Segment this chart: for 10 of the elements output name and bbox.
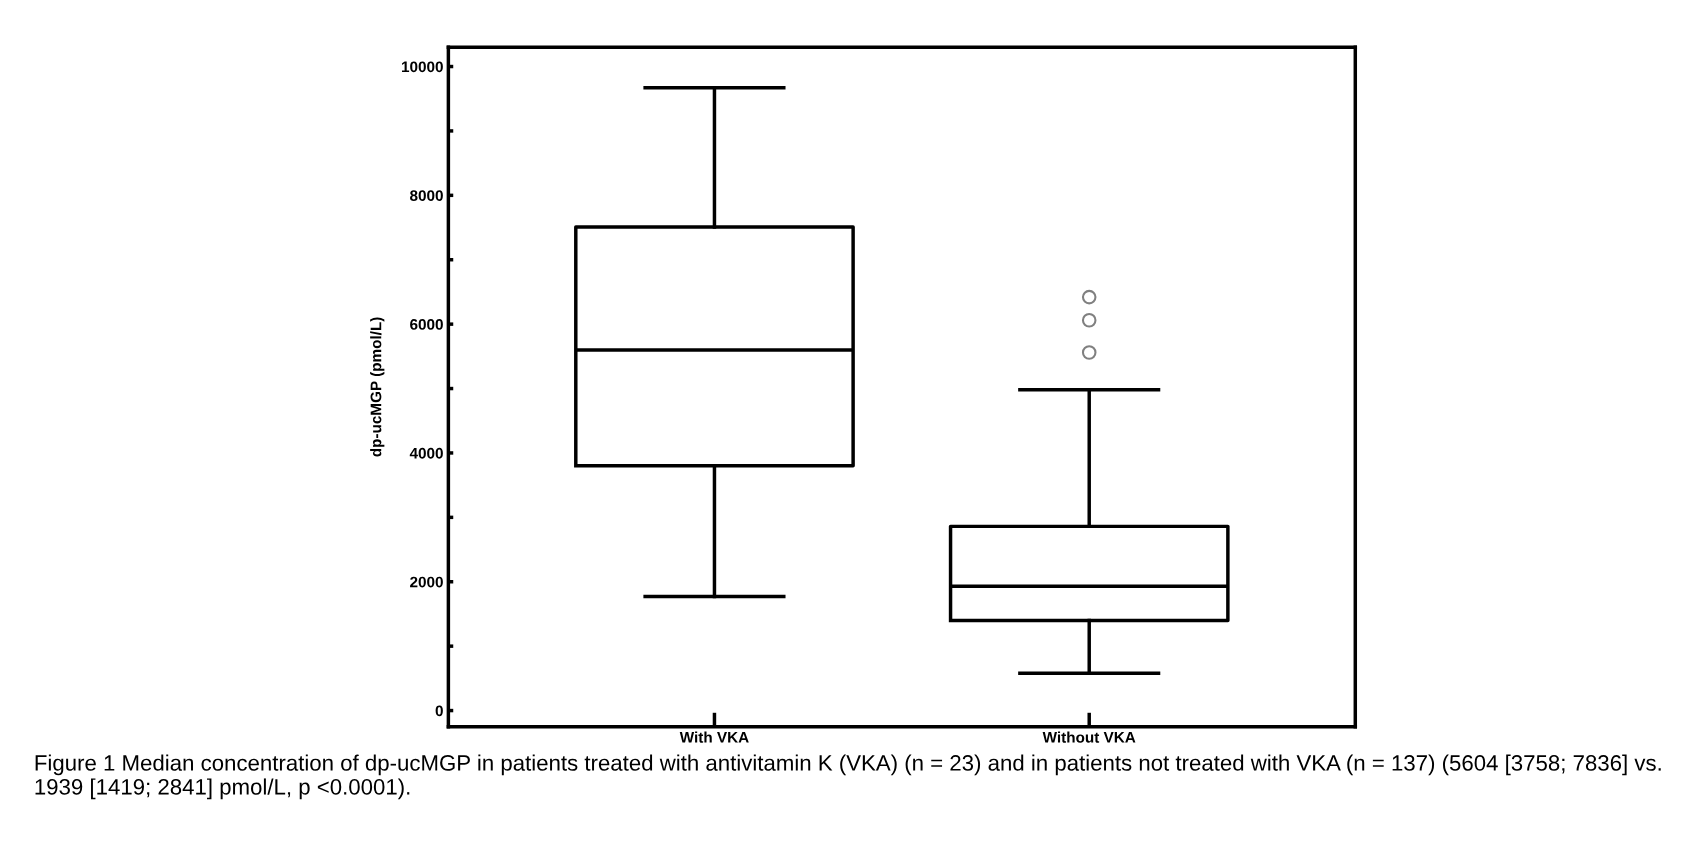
x-tick-label: With VKA <box>679 731 749 743</box>
y-axis-title: dp-ucMGP (pmol/L) <box>370 317 385 457</box>
y-tick-label: 2000 <box>410 576 443 588</box>
x-tick-label: Without VKA <box>1042 731 1136 743</box>
y-tick-label: 8000 <box>410 190 443 202</box>
y-tick-label: 10000 <box>402 61 443 73</box>
y-tick-label: 0 <box>435 705 443 717</box>
y-tick-label: 6000 <box>410 319 443 330</box>
y-tick-label: 4000 <box>409 447 443 459</box>
caption: Figure 1 Median concentration of dp-ucMGP in patients treated with antivitamin K (VKA) (n = 23) and in patients not treated with VKA (n = 137) (5604 [3758; 7836] vs. 1939 [1419; 2841] pmol/L, p <0.0001). <box>35 754 1661 800</box>
